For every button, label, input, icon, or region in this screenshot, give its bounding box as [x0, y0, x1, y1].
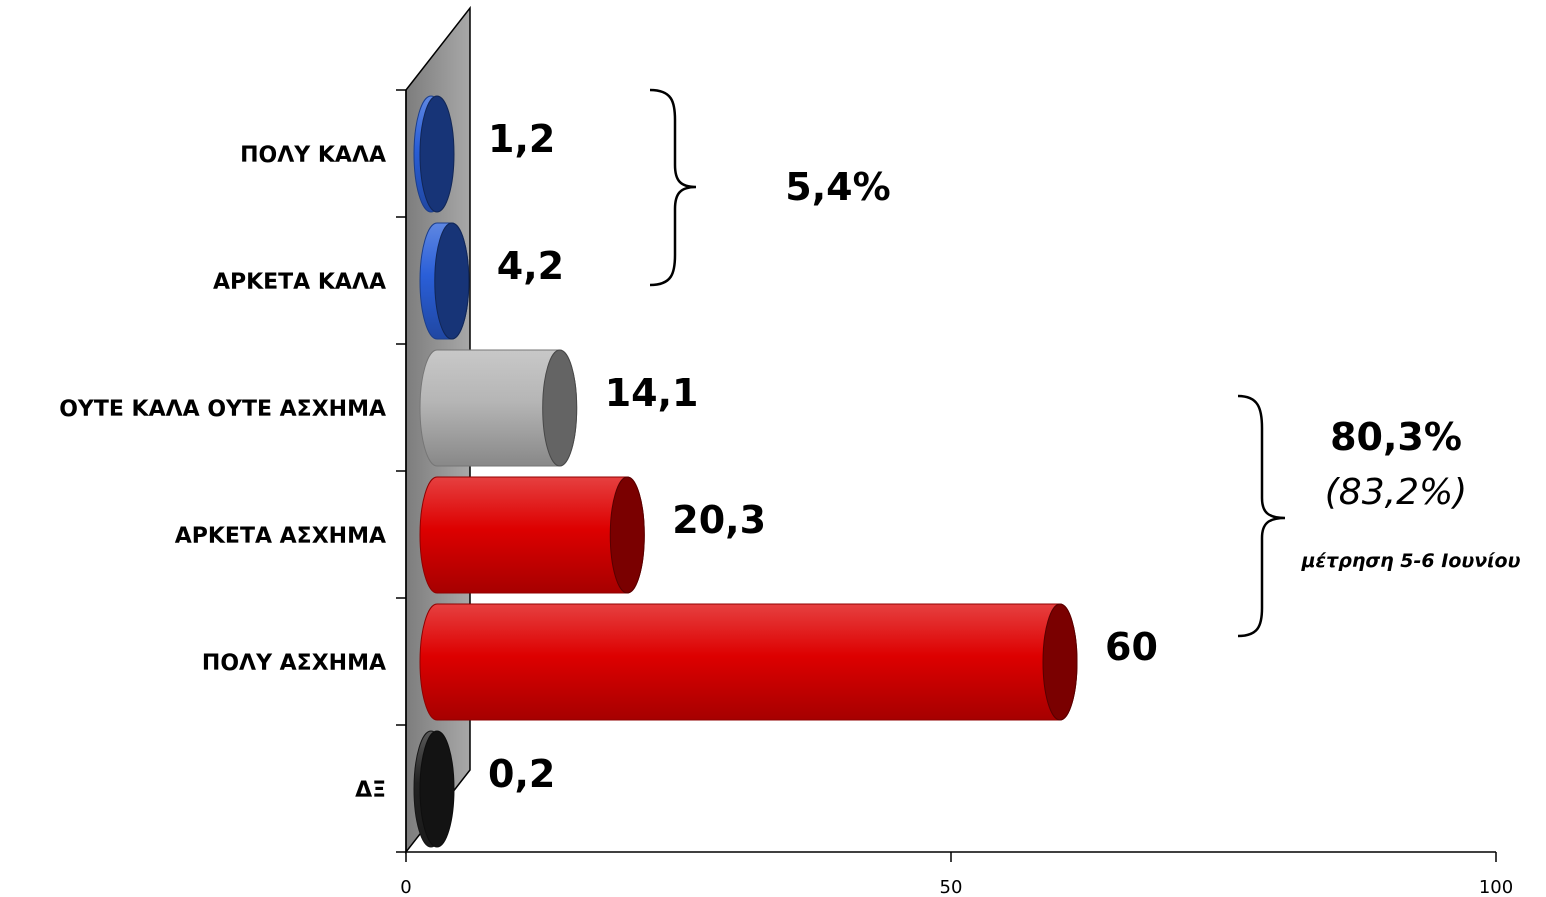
value-label: 20,3 [672, 498, 766, 542]
bars-group [414, 96, 1077, 847]
bar-end-cap [610, 477, 644, 593]
bar-end-cap [420, 731, 454, 847]
x-tick-label: 100 [1479, 877, 1513, 897]
bar-πολυ-ασχημα [420, 604, 1077, 720]
bar-δξ [414, 731, 454, 847]
category-label: ΑΡΚΕΤΑ ΚΑΛΑ [213, 270, 386, 295]
category-label: ΠΟΛΥ ΑΣΧΗΜΑ [202, 651, 386, 676]
x-tick-label: 50 [940, 877, 963, 897]
brace-good [650, 90, 696, 285]
annotation-bad-total: 80,3% [1330, 415, 1462, 459]
y-axis-ticks [396, 90, 406, 852]
category-labels: ΠΟΛΥ ΚΑΛΑ ΑΡΚΕΤΑ ΚΑΛΑ ΟΥΤΕ ΚΑΛΑ ΟΥΤΕ ΑΣΧΗΜ… [59, 143, 386, 803]
value-label: 60 [1105, 625, 1158, 669]
bar-body [420, 604, 1077, 720]
value-label: 4,2 [497, 244, 564, 288]
brace-bad [1238, 396, 1285, 636]
x-axis-ticks: 0 50 100 [400, 852, 1513, 897]
category-label: ΑΡΚΕΤΑ ΑΣΧΗΜΑ [175, 524, 386, 549]
bar-end-cap [1043, 604, 1077, 720]
bar-end-cap [435, 223, 469, 339]
category-label: ΟΥΤΕ ΚΑΛΑ ΟΥΤΕ ΑΣΧΗΜΑ [59, 397, 386, 422]
bar-end-cap [543, 350, 577, 466]
bar-αρκετα-ασχημα [420, 477, 644, 593]
category-label: ΠΟΛΥ ΚΑΛΑ [240, 143, 386, 168]
annotation-bad-previous: (83,2%) [1325, 472, 1467, 513]
annotation-good-total: 5,4% [785, 165, 890, 209]
category-label: ΔΞ [355, 778, 386, 803]
bar-αρκετα-καλα [420, 223, 469, 339]
annotation-bad-note: μέτρηση 5-6 Ιουνίου [1301, 550, 1521, 572]
x-tick-label: 0 [400, 877, 411, 897]
value-label: 1,2 [488, 117, 555, 161]
bar-ουτε-καλα-ουτε-ασχημα [420, 350, 577, 466]
value-label: 14,1 [605, 371, 699, 415]
value-label: 0,2 [488, 752, 555, 796]
bar-end-cap [420, 96, 454, 212]
bar-πολυ-καλα [414, 96, 454, 212]
